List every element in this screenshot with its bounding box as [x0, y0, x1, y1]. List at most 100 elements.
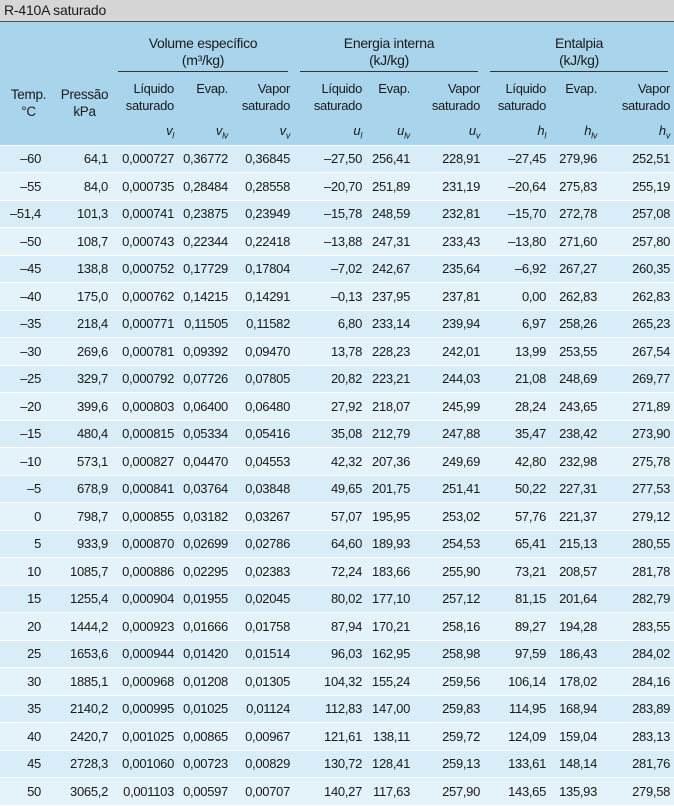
data-cell: –15,70 — [484, 199, 551, 228]
column-label: Líquido saturado — [112, 80, 175, 114]
data-cell: 140,27 — [294, 777, 367, 805]
data-cell: 228,91 — [414, 144, 485, 173]
data-cell: 247,31 — [366, 227, 415, 256]
data-cell: 0,000827 — [112, 447, 178, 476]
data-cell: 933,9 — [57, 529, 112, 558]
data-cell: 0,000923 — [112, 612, 178, 641]
data-cell: 267,27 — [550, 254, 602, 283]
data-cell: –25 — [0, 364, 57, 393]
data-row: 15 1255,4 0,000904 0,01955 0,02045 80,02 177,1… — [0, 584, 674, 613]
data-cell: 72,24 — [294, 557, 367, 586]
data-cell: 0,01955 — [178, 584, 232, 613]
data-cell: 159,04 — [550, 722, 602, 751]
data-cell: 281,76 — [601, 749, 674, 778]
data-cell: 239,94 — [414, 309, 485, 338]
data-cell: –40 — [0, 282, 57, 311]
header-text: kPa — [73, 104, 96, 120]
label-line: saturado — [431, 98, 481, 113]
data-cell: 242,67 — [366, 254, 415, 283]
data-cell: 275,78 — [601, 447, 674, 476]
column-label: Evap. — [366, 80, 410, 114]
data-table: Temp. °C Pressão kPa Volume específico (m³/kg… — [0, 22, 674, 805]
data-cell: 50,22 — [484, 474, 551, 503]
data-cell: 0,06480 — [232, 392, 295, 421]
data-cell: 257,80 — [601, 227, 674, 256]
data-cell: 0,000781 — [112, 337, 178, 366]
data-cell: 0,00597 — [178, 777, 232, 805]
label-line: saturado — [497, 98, 547, 113]
data-cell: 0,01208 — [178, 667, 232, 696]
data-cell: 2140,2 — [57, 694, 112, 723]
data-cell: 0,36772 — [178, 144, 232, 173]
data-cell: 0,09392 — [178, 337, 232, 366]
data-cell: 279,58 — [601, 777, 674, 805]
data-cell: –7,02 — [294, 254, 367, 283]
data-cell: 28,24 — [484, 392, 551, 421]
data-cell: 35 — [0, 694, 57, 723]
table-title: R-410A saturado — [0, 0, 674, 22]
data-cell: 0,000762 — [112, 282, 178, 311]
data-cell: 0,17729 — [178, 254, 232, 283]
data-row: 45 2728,3 0,001060 0,00723 0,00829 130,72 128,… — [0, 749, 674, 778]
data-cell: –55 — [0, 172, 57, 201]
column-symbol: uv — [414, 122, 480, 145]
data-cell: 249,69 — [414, 447, 485, 476]
label-line: saturado — [313, 98, 363, 113]
data-cell: 257,90 — [414, 777, 485, 805]
data-row: –60 64,1 0,000727 0,36772 0,36845 –27,50 256,4… — [0, 144, 674, 173]
data-cell: 25 — [0, 639, 57, 668]
data-cell: 248,69 — [550, 364, 602, 393]
column-label: Evap. — [550, 80, 597, 114]
data-cell: 678,9 — [57, 474, 112, 503]
data-cell: 277,53 — [601, 474, 674, 503]
data-cell: 1653,6 — [57, 639, 112, 668]
data-cell: 573,1 — [57, 447, 112, 476]
data-cell: 259,83 — [414, 694, 485, 723]
data-row: 40 2420,7 0,001025 0,00865 0,00967 121,61 138,… — [0, 722, 674, 751]
data-cell: 0,22344 — [178, 227, 232, 256]
label-line: saturado — [621, 98, 671, 113]
data-row: –10 573,1 0,000827 0,04470 0,04553 42,32 207,3… — [0, 447, 674, 476]
symbol-letter: v — [279, 123, 287, 138]
column-label: Vapor saturado — [414, 80, 481, 114]
data-cell: 242,01 — [414, 337, 485, 366]
data-cell: 258,16 — [414, 612, 485, 641]
symbol-letter: u — [353, 123, 361, 138]
header-text: Pressão — [60, 87, 109, 103]
data-cell: 89,27 — [484, 612, 551, 641]
symbol-letter: h — [537, 123, 545, 138]
data-cell: 133,61 — [484, 749, 551, 778]
data-cell: –20 — [0, 392, 57, 421]
symbol-subscript: v — [665, 130, 671, 141]
data-cell: 399,6 — [57, 392, 112, 421]
data-cell: 281,78 — [601, 557, 674, 586]
data-cell: 104,32 — [294, 667, 367, 696]
group-box: Energia interna (kJ/kg) — [300, 35, 479, 72]
column-label: Evap. — [178, 80, 228, 114]
data-cell: 42,80 — [484, 447, 551, 476]
column-label: Líquido saturado — [484, 80, 547, 114]
data-cell: –13,88 — [294, 227, 367, 256]
data-cell: 175,0 — [57, 282, 112, 311]
data-cell: 45 — [0, 749, 57, 778]
data-cell: 233,43 — [414, 227, 485, 256]
data-cell: –13,80 — [484, 227, 551, 256]
column-header: Vapor saturado hv — [601, 72, 674, 146]
data-cell: 138,8 — [57, 254, 112, 283]
data-cell: 1085,7 — [57, 557, 112, 586]
data-cell: 2420,7 — [57, 722, 112, 751]
data-cell: 0,23949 — [232, 199, 295, 228]
data-cell: 0,03764 — [178, 474, 232, 503]
data-cell: –20,70 — [294, 172, 367, 201]
data-cell: 114,95 — [484, 694, 551, 723]
column-symbol: vl — [112, 122, 174, 145]
data-cell: 147,00 — [366, 694, 415, 723]
data-cell: 0,05334 — [178, 419, 232, 448]
label-line: saturado — [125, 98, 175, 113]
data-cell: 10 — [0, 557, 57, 586]
data-cell: 1444,2 — [57, 612, 112, 641]
data-cell: 232,81 — [414, 199, 485, 228]
data-cell: –15,78 — [294, 199, 367, 228]
column-symbol: hl — [484, 122, 546, 145]
